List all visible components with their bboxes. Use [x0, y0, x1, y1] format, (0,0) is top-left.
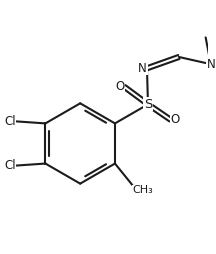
Text: Cl: Cl	[4, 115, 16, 128]
Text: O: O	[171, 113, 180, 126]
Text: N: N	[138, 62, 147, 75]
Text: S: S	[144, 98, 152, 111]
Text: Cl: Cl	[4, 159, 16, 172]
Text: N: N	[206, 58, 215, 71]
Text: O: O	[115, 80, 124, 93]
Text: CH₃: CH₃	[132, 185, 153, 195]
